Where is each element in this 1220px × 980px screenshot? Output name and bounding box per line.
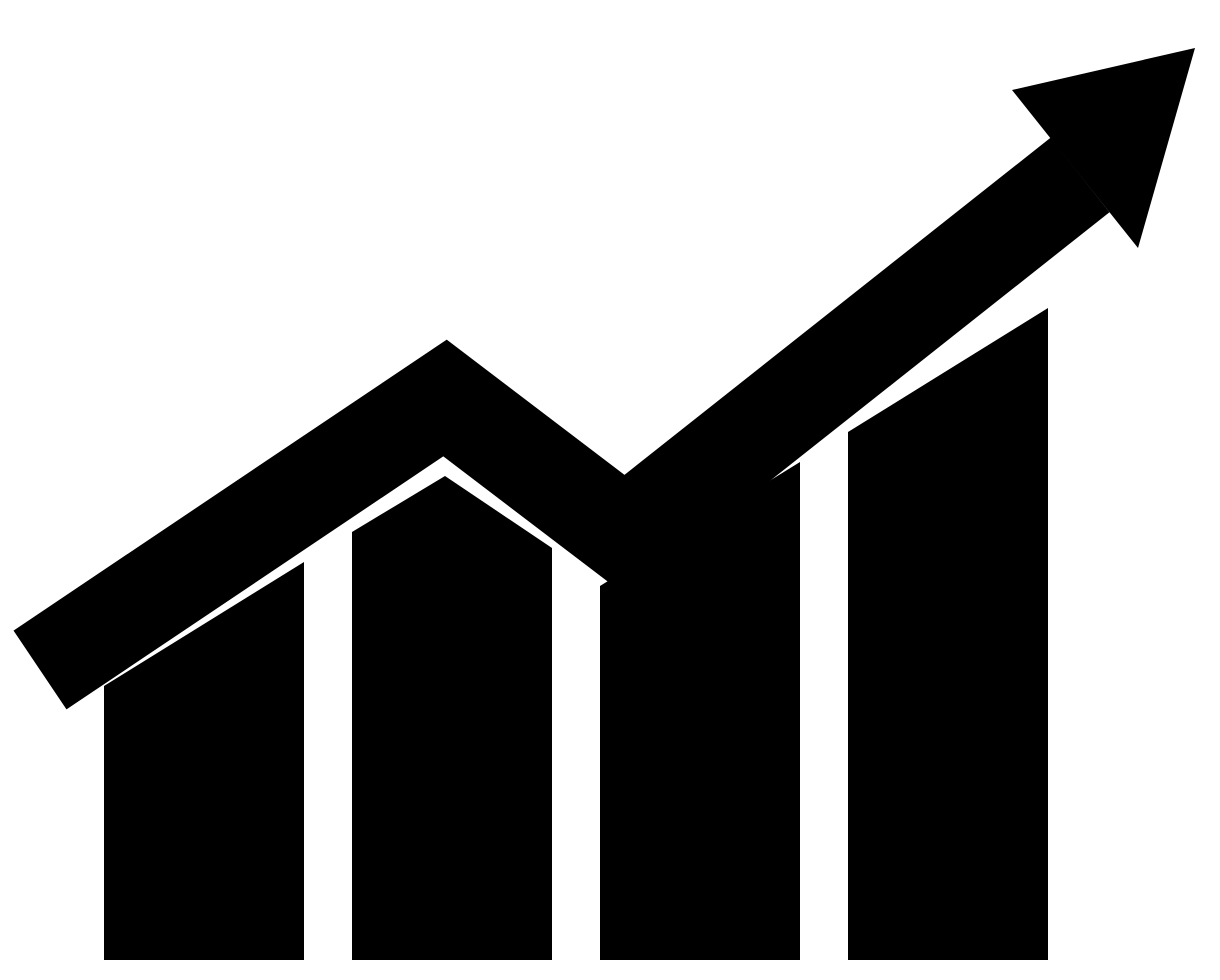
growth-chart-icon [0, 0, 1220, 980]
chart-bar-2 [352, 476, 552, 960]
growth-chart-icon-container [0, 0, 1220, 980]
chart-bar-4 [848, 308, 1048, 960]
